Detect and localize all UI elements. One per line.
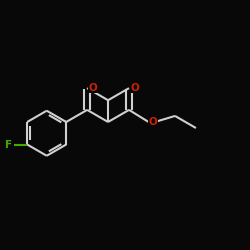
Text: O: O (131, 83, 140, 93)
Text: O: O (148, 117, 157, 127)
Text: O: O (89, 83, 98, 93)
Text: F: F (5, 140, 12, 149)
